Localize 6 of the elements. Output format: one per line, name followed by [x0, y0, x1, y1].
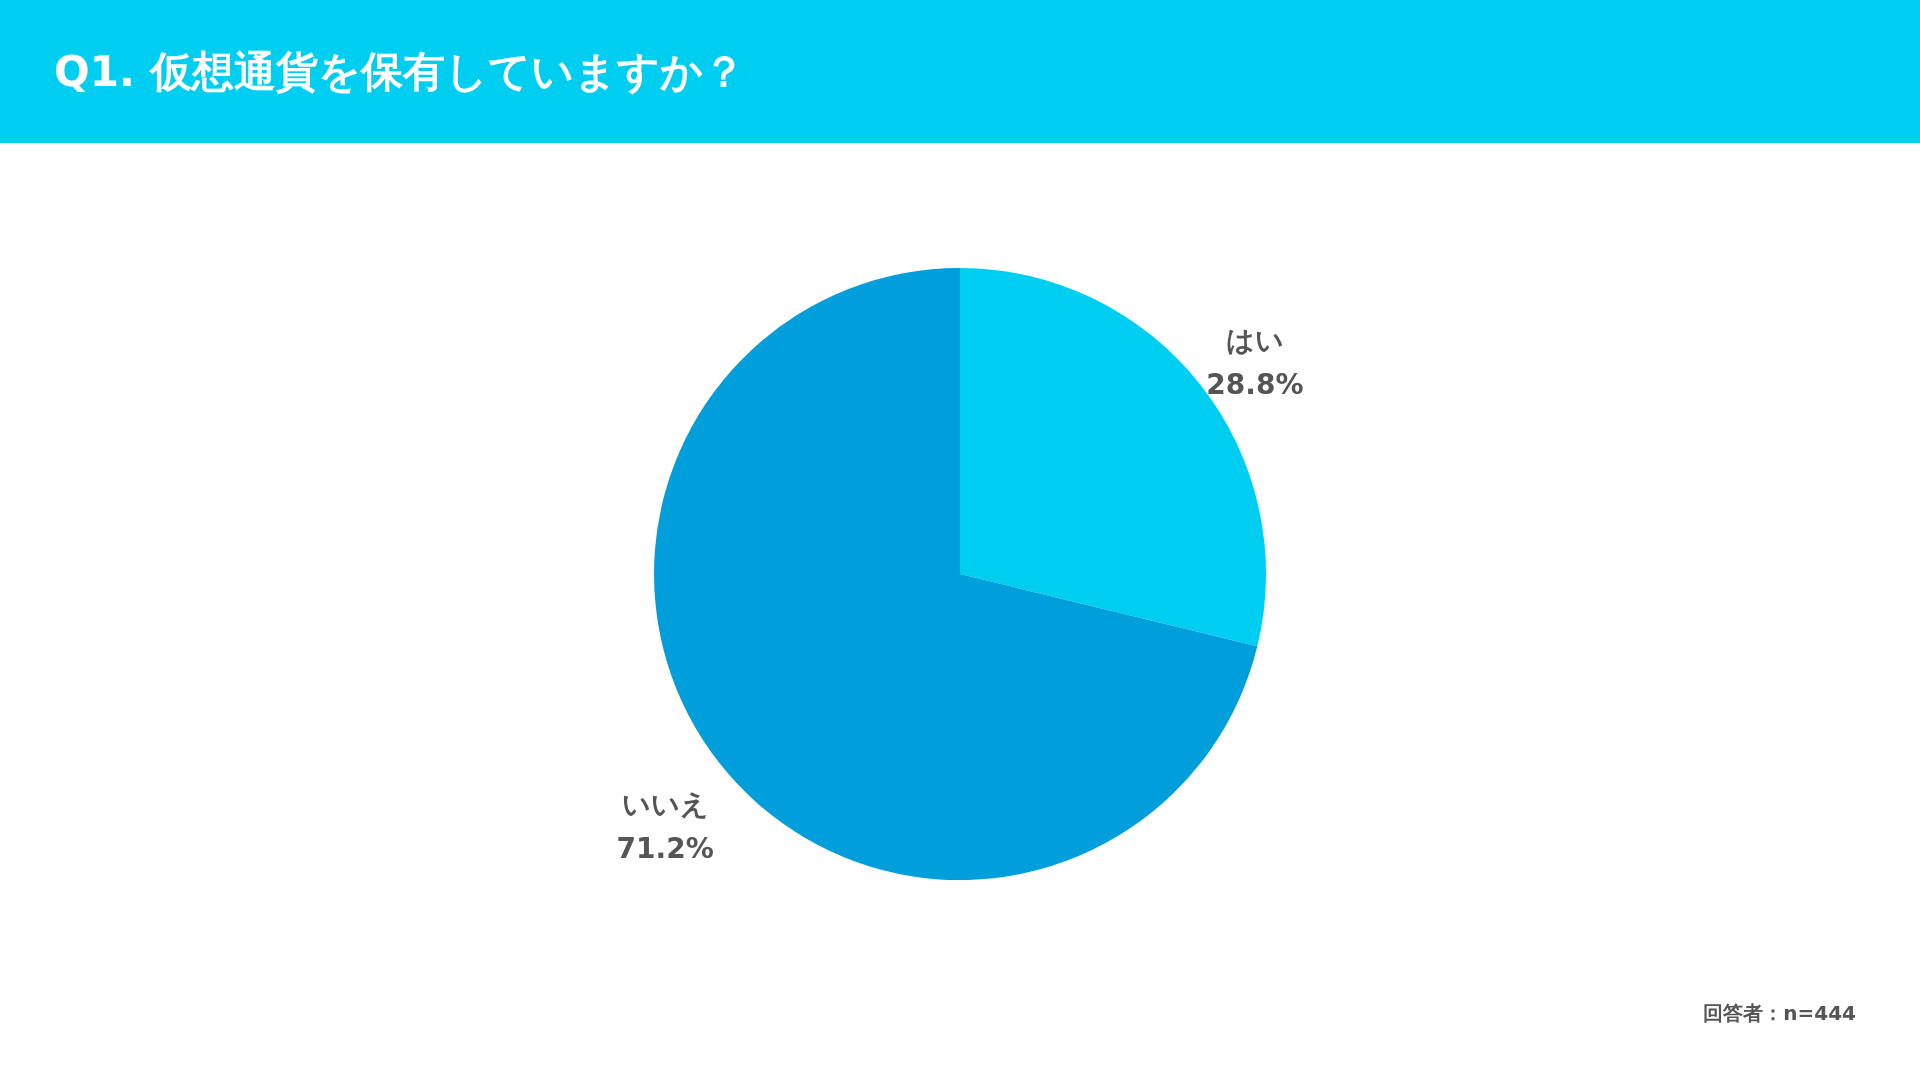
slice-label: いいえ	[621, 787, 709, 821]
data-label: 71.2%	[616, 831, 714, 865]
data-label: 28.8%	[1206, 368, 1304, 402]
text: 回答者：n=444	[1703, 1000, 1856, 1027]
chart-title: Q1. 仮想通貨を保有していますか？	[54, 45, 745, 98]
slice-label: はい	[1225, 324, 1284, 358]
